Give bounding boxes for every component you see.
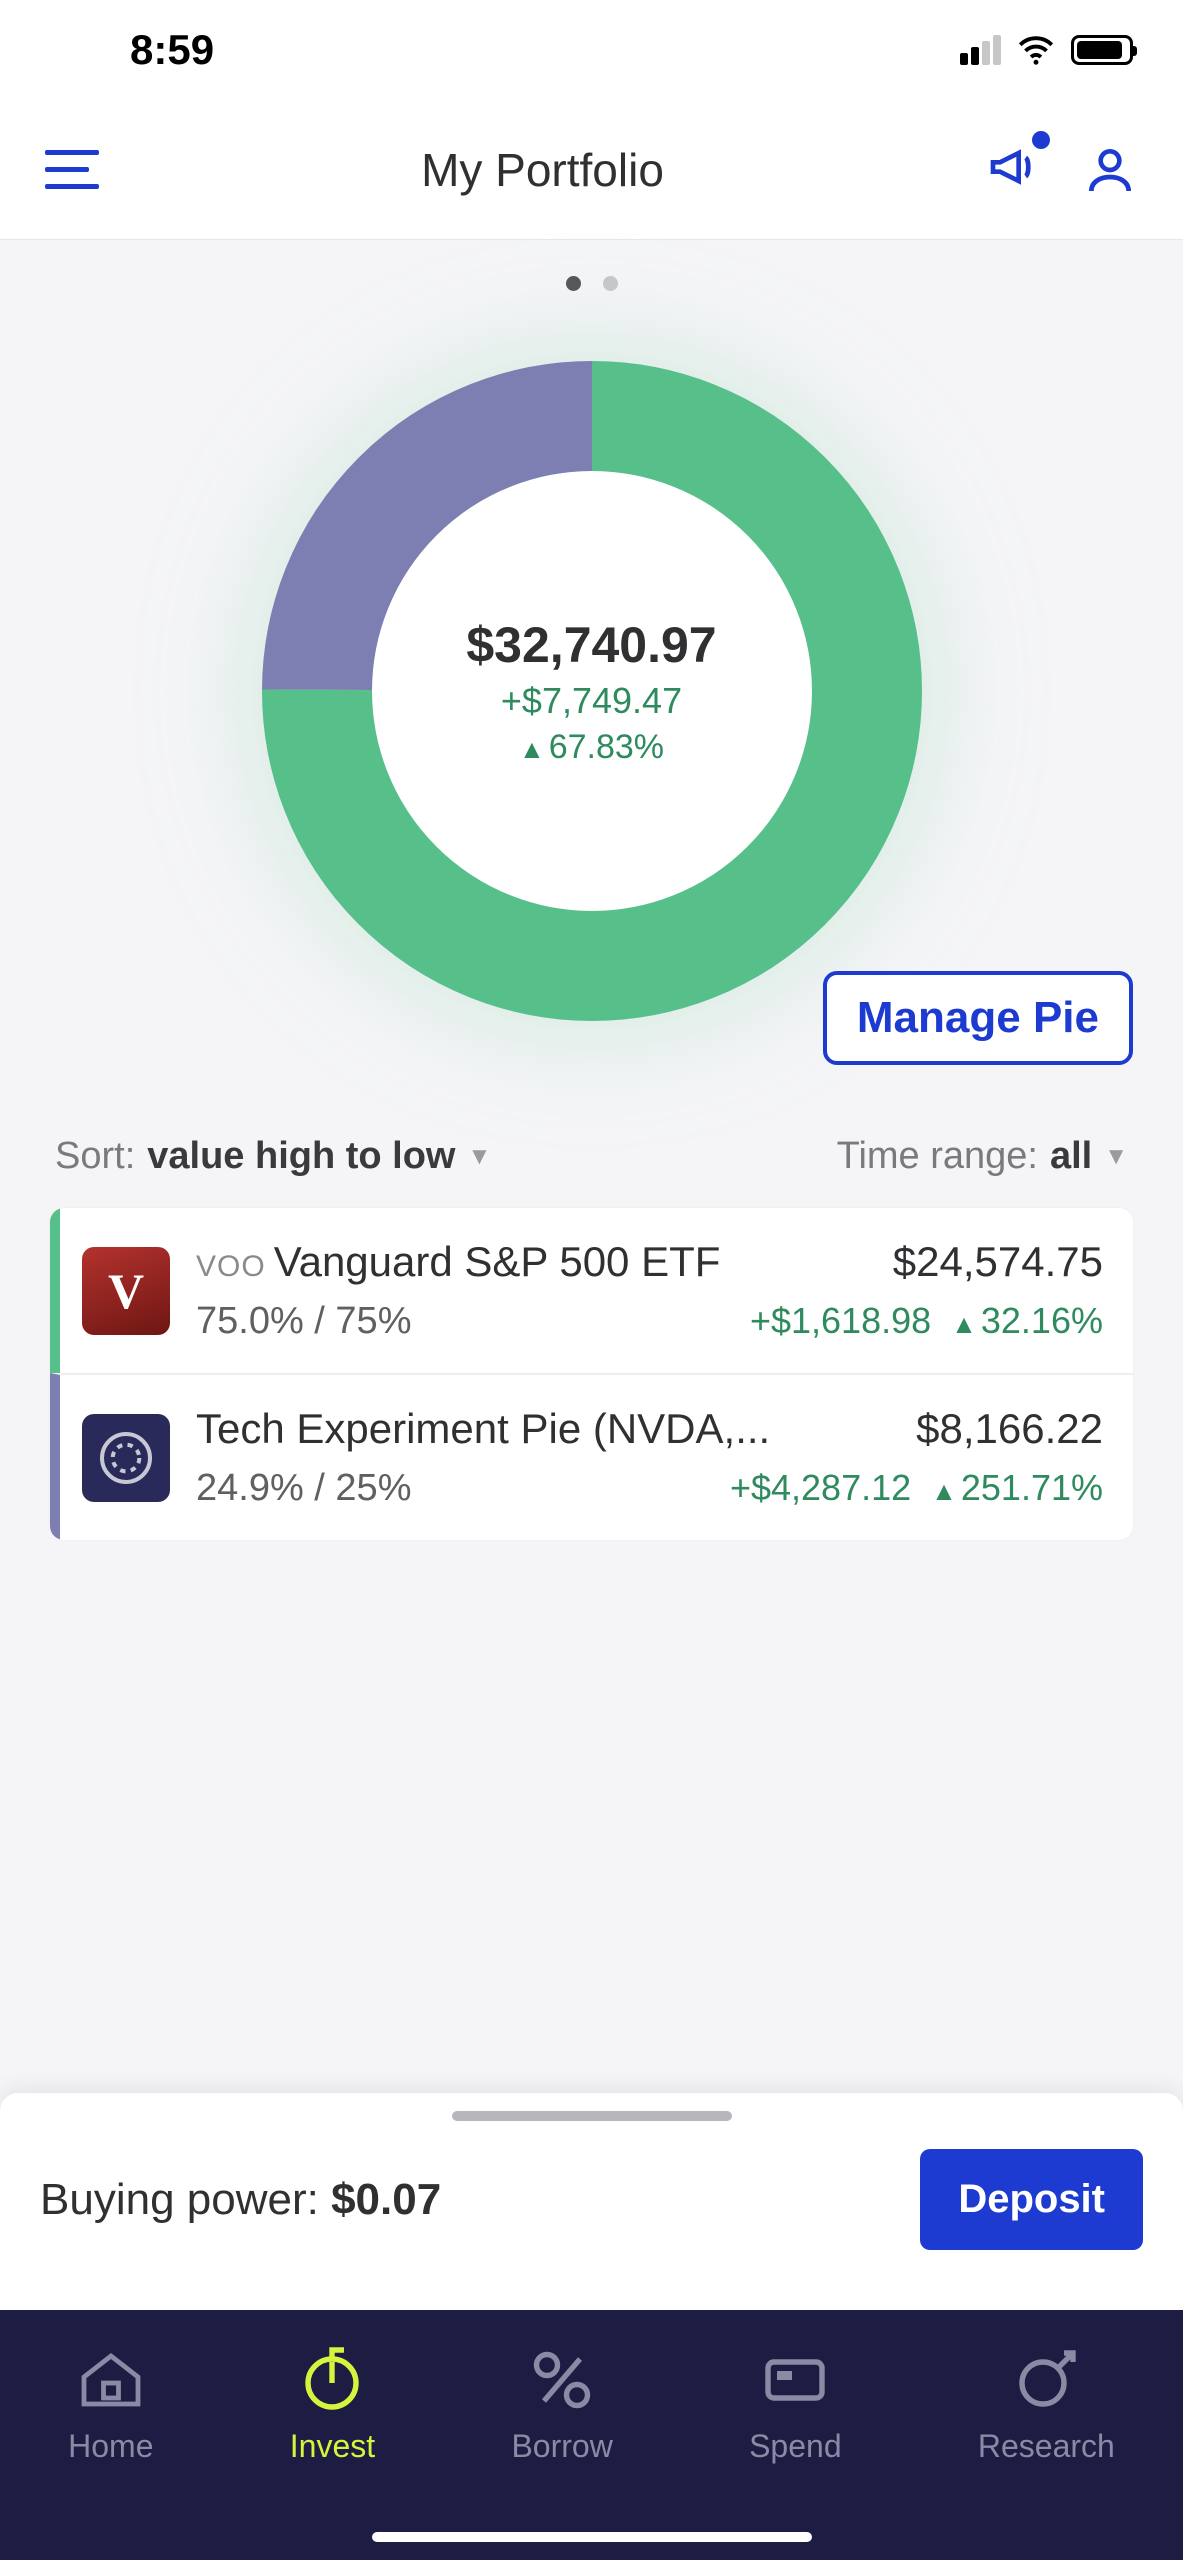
nav-label: Research <box>978 2428 1115 2465</box>
portfolio-donut-chart[interactable] <box>252 351 932 1031</box>
chevron-down-icon: ▼ <box>1104 1143 1128 1171</box>
megaphone-icon <box>986 139 1042 195</box>
tech-icon <box>82 1414 170 1502</box>
chevron-down-icon: ▼ <box>467 1143 491 1171</box>
holding-allocation: 24.9% / 25% <box>196 1467 411 1510</box>
portfolio-donut-area: $32,740.97 +$7,749.47 67.83% <box>0 311 1183 1061</box>
holding-row[interactable]: V VOOVanguard S&P 500 ETF $24,574.75 75.0% … <box>50 1208 1133 1373</box>
holding-gain-pct: 32.16% <box>951 1300 1103 1342</box>
holding-value: $8,166.22 <box>916 1405 1103 1453</box>
holding-name: VOOVanguard S&P 500 ETF <box>196 1238 720 1286</box>
manage-pie-button[interactable]: Manage Pie <box>823 971 1133 1065</box>
holding-ticker: VOO <box>196 1250 266 1283</box>
list-controls: Sort: value high to low ▼ Time range: al… <box>0 1065 1183 1208</box>
holding-value: $24,574.75 <box>893 1238 1103 1286</box>
voo-icon: V <box>82 1247 170 1335</box>
cellular-signal-icon <box>960 35 1001 65</box>
holding-gain-dollar: +$1,618.98 <box>750 1300 931 1342</box>
deposit-button[interactable]: Deposit <box>920 2149 1143 2250</box>
nav-item-spend[interactable]: Spend <box>749 2344 842 2465</box>
status-icons <box>960 29 1133 71</box>
sort-dropdown[interactable]: Sort: value high to low ▼ <box>55 1135 491 1178</box>
status-time: 8:59 <box>130 26 214 74</box>
holding-row[interactable]: Tech Experiment Pie (NVDA,... $8,166.22 24… <box>50 1373 1133 1540</box>
holding-gain: +$1,618.98 32.16% <box>750 1300 1103 1342</box>
borrow-icon <box>526 2344 598 2416</box>
drag-handle-icon[interactable] <box>452 2111 732 2121</box>
menu-button[interactable] <box>45 150 99 189</box>
holding-name: Tech Experiment Pie (NVDA,... <box>196 1405 770 1453</box>
bottom-nav: Home Invest Borrow Spend Research <box>0 2310 1183 2560</box>
nav-item-invest[interactable]: Invest <box>290 2344 375 2465</box>
page-dot-icon <box>566 276 581 291</box>
holdings-list: V VOOVanguard S&P 500 ETF $24,574.75 75.0% … <box>50 1208 1133 1540</box>
buying-power-panel[interactable]: Buying power: $0.07 Deposit <box>0 2093 1183 2310</box>
nav-item-home[interactable]: Home <box>68 2344 153 2465</box>
spend-icon <box>759 2344 831 2416</box>
holding-gain-dollar: +$4,287.12 <box>730 1467 911 1509</box>
app-header: My Portfolio <box>0 100 1183 240</box>
home-indicator-icon <box>372 2532 812 2542</box>
nav-label: Invest <box>290 2428 375 2465</box>
notification-dot-icon <box>1032 131 1050 149</box>
buying-power-label: Buying power: <box>40 2175 319 2224</box>
page-title: My Portfolio <box>421 143 664 197</box>
announcements-button[interactable] <box>986 139 1042 200</box>
sort-value: value high to low <box>147 1135 455 1178</box>
time-range-value: all <box>1050 1135 1092 1178</box>
time-range-dropdown[interactable]: Time range: all ▼ <box>837 1135 1128 1178</box>
research-icon <box>1010 2344 1082 2416</box>
buying-power-text: Buying power: $0.07 <box>40 2175 441 2225</box>
time-range-label: Time range: <box>837 1135 1038 1178</box>
status-bar: 8:59 <box>0 0 1183 100</box>
nav-label: Home <box>68 2428 153 2465</box>
page-indicator[interactable] <box>0 240 1183 311</box>
holding-allocation: 75.0% / 75% <box>196 1300 411 1343</box>
nav-item-research[interactable]: Research <box>978 2344 1115 2465</box>
profile-button[interactable] <box>1082 142 1138 198</box>
nav-item-borrow[interactable]: Borrow <box>511 2344 612 2465</box>
holding-gain-pct: 251.71% <box>931 1467 1103 1509</box>
home-icon <box>75 2344 147 2416</box>
buying-power-value: $0.07 <box>331 2175 441 2224</box>
nav-label: Spend <box>749 2428 842 2465</box>
invest-icon <box>296 2344 368 2416</box>
nav-label: Borrow <box>511 2428 612 2465</box>
battery-icon <box>1071 35 1133 65</box>
wifi-icon <box>1015 29 1057 71</box>
holding-gain: +$4,287.12 251.71% <box>730 1467 1103 1509</box>
sort-label: Sort: <box>55 1135 135 1178</box>
page-dot-icon <box>603 276 618 291</box>
